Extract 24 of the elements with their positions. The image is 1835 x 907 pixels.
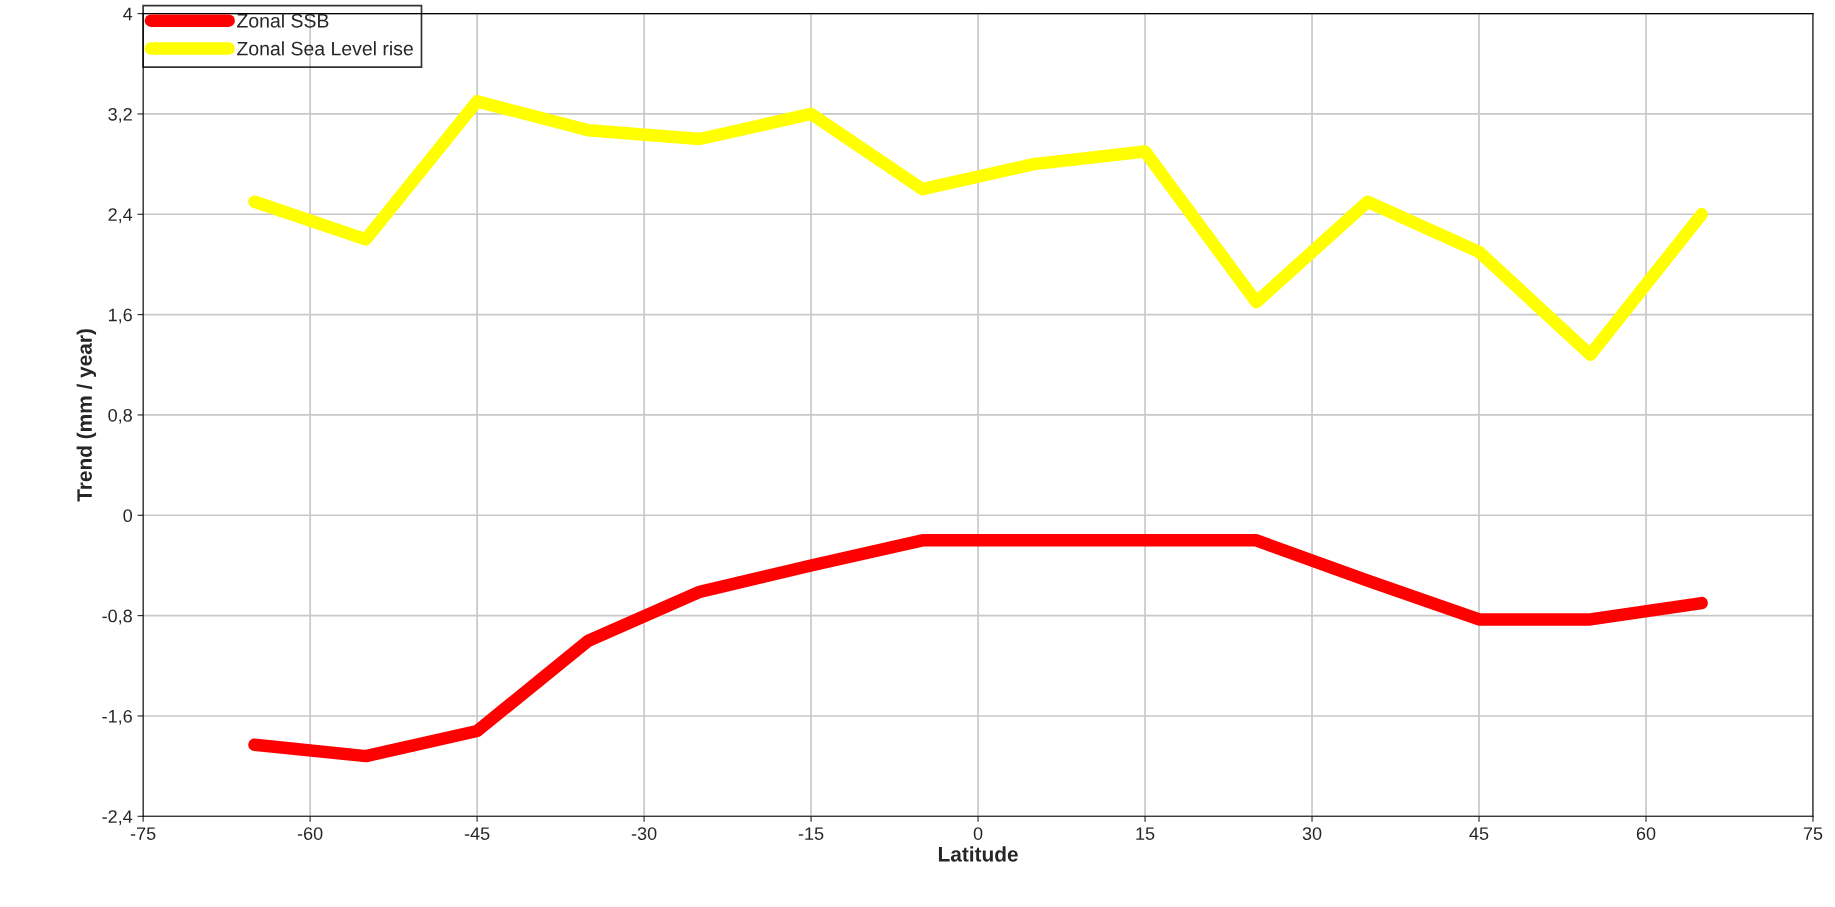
x-tick-label: 0	[973, 827, 983, 840]
y-axis-title: Trend (mm / year)	[76, 329, 97, 502]
x-tick-label: -75	[130, 827, 156, 840]
x-tick-label: 30	[1302, 827, 1322, 840]
x-tick-label: -30	[631, 827, 657, 840]
x-tick-label: 60	[1636, 827, 1656, 840]
x-tick-label: 45	[1469, 827, 1489, 840]
y-tick-label: 4	[123, 7, 133, 21]
y-tick-label: 3,2	[108, 107, 132, 123]
y-tick-label: 0,8	[108, 408, 132, 424]
y-tick-label: 1,6	[108, 308, 132, 324]
x-tick-label: 75	[1803, 827, 1823, 840]
x-axis-title: Latitude	[938, 846, 1018, 862]
y-tick-label: -2,4	[102, 810, 133, 826]
x-tick-label: -15	[798, 827, 824, 840]
y-tick-label: 2,4	[108, 208, 133, 224]
y-tick-label: 0	[123, 509, 133, 523]
x-tick-label: -45	[464, 827, 490, 840]
x-tick-label: -60	[297, 827, 323, 840]
x-tick-label: 15	[1136, 827, 1155, 840]
y-tick-label: -1,6	[102, 709, 132, 725]
legend-label: Zonal Sea Level rise	[237, 41, 413, 56]
y-tick-label: -0,8	[102, 609, 132, 625]
legend-label: Zonal SSB	[237, 13, 329, 28]
